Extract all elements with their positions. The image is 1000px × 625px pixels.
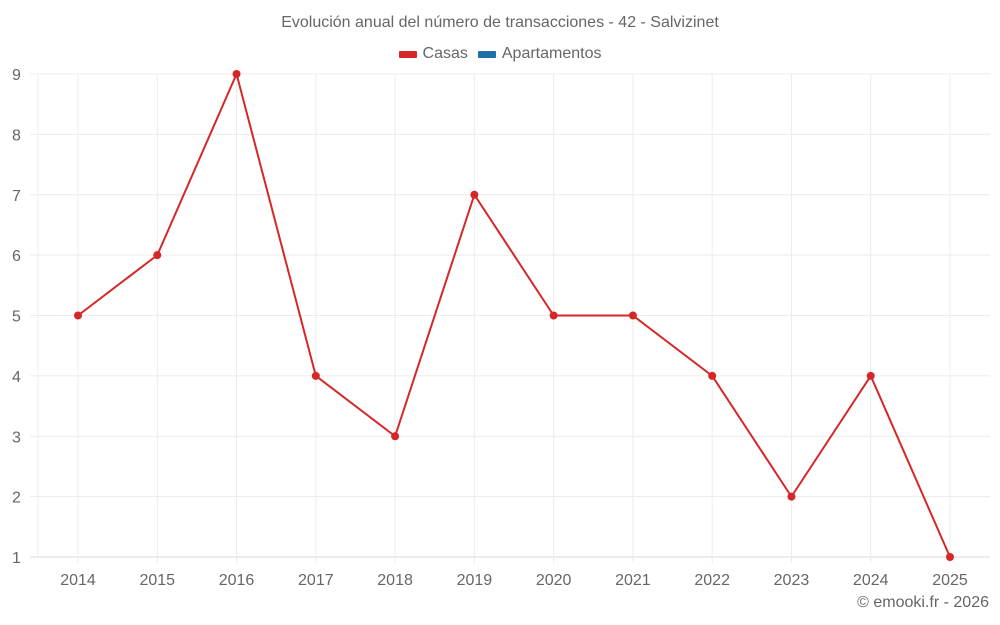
- legend-item-apartamentos[interactable]: Apartamentos: [477, 45, 602, 63]
- data-point[interactable]: [708, 371, 717, 380]
- y-tick-label: 7: [12, 188, 21, 205]
- data-point[interactable]: [153, 251, 162, 260]
- x-tick-label: 2015: [139, 572, 175, 589]
- x-tick-label: 2021: [615, 572, 651, 589]
- series-casas: [74, 70, 954, 561]
- y-tick-label: 1: [12, 550, 21, 567]
- data-point[interactable]: [74, 311, 82, 320]
- legend-item-casas[interactable]: Casas: [398, 45, 468, 63]
- y-tick-label: 4: [12, 369, 21, 386]
- data-point[interactable]: [787, 492, 796, 501]
- x-tick-label: 2023: [774, 572, 810, 589]
- x-tick-label: 2020: [536, 572, 572, 589]
- series-line: [77, 73, 951, 558]
- x-tick-label: 2019: [457, 572, 493, 589]
- chart-legend: Casas Apartamentos: [0, 45, 1000, 63]
- x-tick-label: 2025: [932, 572, 968, 589]
- data-point[interactable]: [549, 311, 558, 320]
- data-point[interactable]: [311, 371, 320, 380]
- grid-lines: [30, 73, 990, 563]
- x-tick-label: 2017: [298, 572, 334, 589]
- data-point[interactable]: [391, 432, 400, 441]
- credit-text: © emooki.fr - 2026: [857, 594, 989, 611]
- y-tick-label: 2: [12, 490, 21, 507]
- data-point[interactable]: [628, 311, 637, 320]
- chart-title: Evolución anual del número de transaccio…: [281, 14, 719, 31]
- x-tick-label: 2014: [60, 572, 96, 589]
- y-tick-label: 6: [12, 248, 21, 265]
- data-point[interactable]: [470, 190, 479, 199]
- y-axis: 1 2 3 4 5 6 7 8 9: [12, 67, 21, 567]
- x-tick-label: 2016: [219, 572, 255, 589]
- y-tick-label: 9: [12, 67, 21, 84]
- legend-label-casas: Casas: [422, 45, 468, 62]
- y-tick-label: 3: [12, 429, 21, 446]
- y-tick-label: 8: [12, 127, 21, 144]
- data-point[interactable]: [232, 70, 241, 78]
- x-tick-label: 2022: [694, 572, 730, 589]
- data-point[interactable]: [866, 371, 875, 380]
- y-tick-label: 5: [12, 309, 21, 326]
- data-point[interactable]: [946, 553, 954, 561]
- legend-swatch-casas: [398, 50, 417, 58]
- legend-label-apartamentos: Apartamentos: [501, 45, 602, 62]
- x-axis: 2014 2015 2016 2017 2018 2019 2020 2021 2022 2023…: [60, 572, 968, 589]
- x-tick-label: 2018: [377, 572, 413, 589]
- x-tick-label: 2024: [853, 572, 889, 589]
- legend-swatch-apartamentos: [477, 50, 496, 58]
